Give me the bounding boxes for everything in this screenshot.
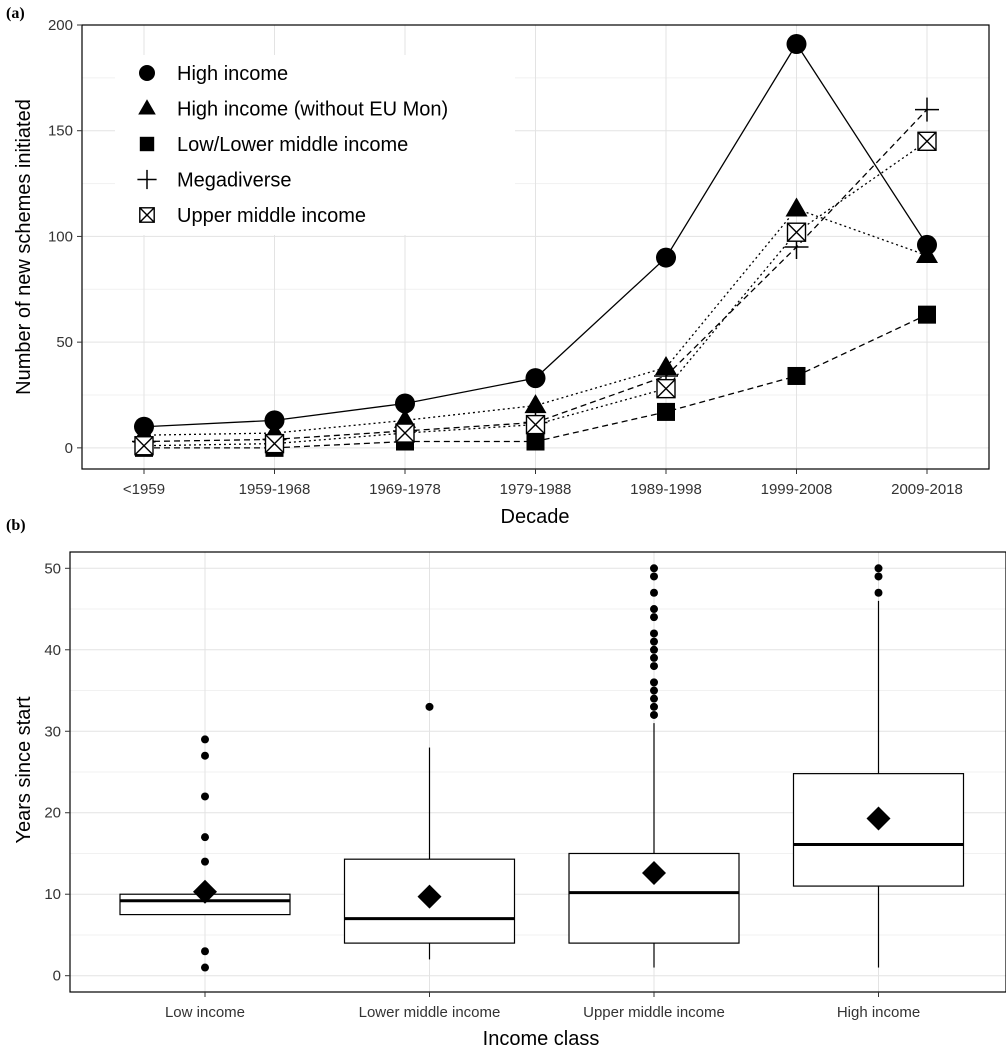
y-tick-label-b: 40 [44, 642, 61, 659]
legend-item-0: High income [177, 63, 288, 85]
legend-item-3: Megadiverse [177, 170, 292, 192]
data-point-3-6 [915, 97, 939, 122]
data-point-1-3 [524, 394, 547, 414]
legend-key-0 [139, 65, 155, 81]
y-tick-label-a: 150 [48, 123, 73, 140]
mean-marker [417, 884, 442, 909]
outlier-point [874, 572, 883, 581]
y-tick-label-b: 30 [44, 723, 61, 740]
legend-key-3 [137, 169, 157, 190]
x-axis-title-a: Decade [501, 506, 570, 528]
mean-marker [642, 861, 666, 886]
data-point-4-1 [264, 433, 285, 454]
x-tick-label-a: <1959 [123, 481, 165, 498]
outlier-point [425, 702, 434, 711]
data-point-4-4 [656, 378, 676, 399]
data-point-2-5 [787, 366, 806, 385]
x-tick-label-b: High income [837, 1004, 920, 1021]
mean-marker [866, 806, 891, 831]
data-point-2-3 [526, 432, 545, 451]
legend-key-1 [138, 99, 156, 115]
data-point-0-1 [264, 410, 285, 431]
y-tick-label-b: 0 [53, 968, 61, 985]
data-point-4-0 [134, 436, 154, 456]
box-1 [343, 702, 516, 960]
data-point-4-6 [917, 131, 937, 151]
data-point-0-3 [525, 368, 546, 389]
outlier-point [650, 613, 658, 622]
outlier-point [650, 710, 658, 719]
y-tick-label-a: 200 [48, 17, 73, 34]
data-point-0-2 [395, 393, 415, 414]
data-point-0-4 [656, 247, 676, 268]
data-point-4-3 [525, 414, 546, 435]
y-tick-label-a: 100 [48, 228, 73, 245]
box-3 [792, 564, 965, 968]
data-point-0-5 [786, 34, 807, 55]
y-tick-label-b: 20 [44, 805, 61, 822]
y-tick-label-a: 50 [56, 334, 73, 351]
outlier-point [874, 588, 883, 597]
data-point-2-4 [657, 402, 675, 421]
legend-item-2: Low/Lower middle income [177, 134, 408, 156]
outlier-point [650, 605, 658, 614]
panel-b-chart: 0 10 20 30 40 50 Low income Lower middle income… [13, 551, 1006, 1049]
outlier-point [650, 637, 658, 646]
data-point-1-2 [394, 408, 416, 428]
legend-key-4 [139, 207, 155, 223]
outlier-point [650, 702, 658, 711]
box-0 [119, 735, 291, 972]
x-tick-label-b: Upper middle income [583, 1004, 725, 1021]
panel-a-label: (a) [6, 5, 25, 22]
x-tick-label-a: 1999-2008 [761, 481, 833, 498]
outlier-point [650, 564, 658, 573]
data-point-2-6 [918, 305, 936, 324]
box-2 [568, 564, 740, 968]
panel-b-frame [69, 551, 1006, 993]
legend-item-1: High income (without EU Mon) [177, 99, 448, 121]
outlier-point [201, 735, 209, 744]
legend-background [115, 55, 515, 235]
outlier-point [201, 963, 209, 972]
x-tick-label-a: 1959-1968 [239, 481, 311, 498]
outlier-point [201, 751, 209, 760]
outlier-point [650, 588, 658, 597]
x-tick-label-a: 1969-1978 [369, 481, 441, 498]
data-point-4-2 [395, 423, 415, 443]
outlier-point [650, 629, 658, 638]
x-axis-title-b: Income class [483, 1028, 600, 1049]
outlier-point [201, 947, 209, 956]
data-point-4-5 [786, 222, 807, 242]
x-tick-label-b: Low income [165, 1004, 245, 1021]
outlier-point [650, 662, 658, 671]
outlier-point [650, 645, 658, 654]
y-tick-label-b: 50 [44, 560, 61, 577]
outlier-point [650, 572, 658, 581]
y-axis-title-b: Years since start [13, 696, 35, 844]
x-tick-label-a: 1979-1988 [500, 481, 572, 498]
outlier-point [650, 678, 658, 687]
mean-marker [193, 879, 217, 904]
outlier-point [201, 857, 209, 866]
x-tick-label-a: 2009-2018 [891, 481, 963, 498]
y-axis-title-a: Number of new schemes initiated [13, 99, 35, 395]
panel-a-chart: High income High income (without EU Mon) L… [13, 17, 990, 528]
outlier-point [201, 833, 209, 842]
x-tick-label-a: 1989-1998 [630, 481, 702, 498]
legend: High income High income (without EU Mon) L… [115, 55, 515, 235]
data-point-1-6 [916, 243, 938, 263]
y-tick-label-a: 0 [65, 440, 73, 457]
legend-key-2 [139, 136, 155, 152]
outlier-point [650, 653, 658, 662]
x-tick-label-b: Lower middle income [359, 1004, 501, 1021]
panel-b-label: (b) [6, 517, 26, 534]
data-point-1-5 [785, 197, 808, 217]
outlier-point [201, 792, 209, 801]
outlier-point [650, 694, 658, 703]
y-tick-label-b: 10 [44, 886, 61, 903]
outlier-point [650, 686, 658, 695]
legend-item-4: Upper middle income [177, 205, 366, 227]
outlier-point [874, 564, 883, 573]
